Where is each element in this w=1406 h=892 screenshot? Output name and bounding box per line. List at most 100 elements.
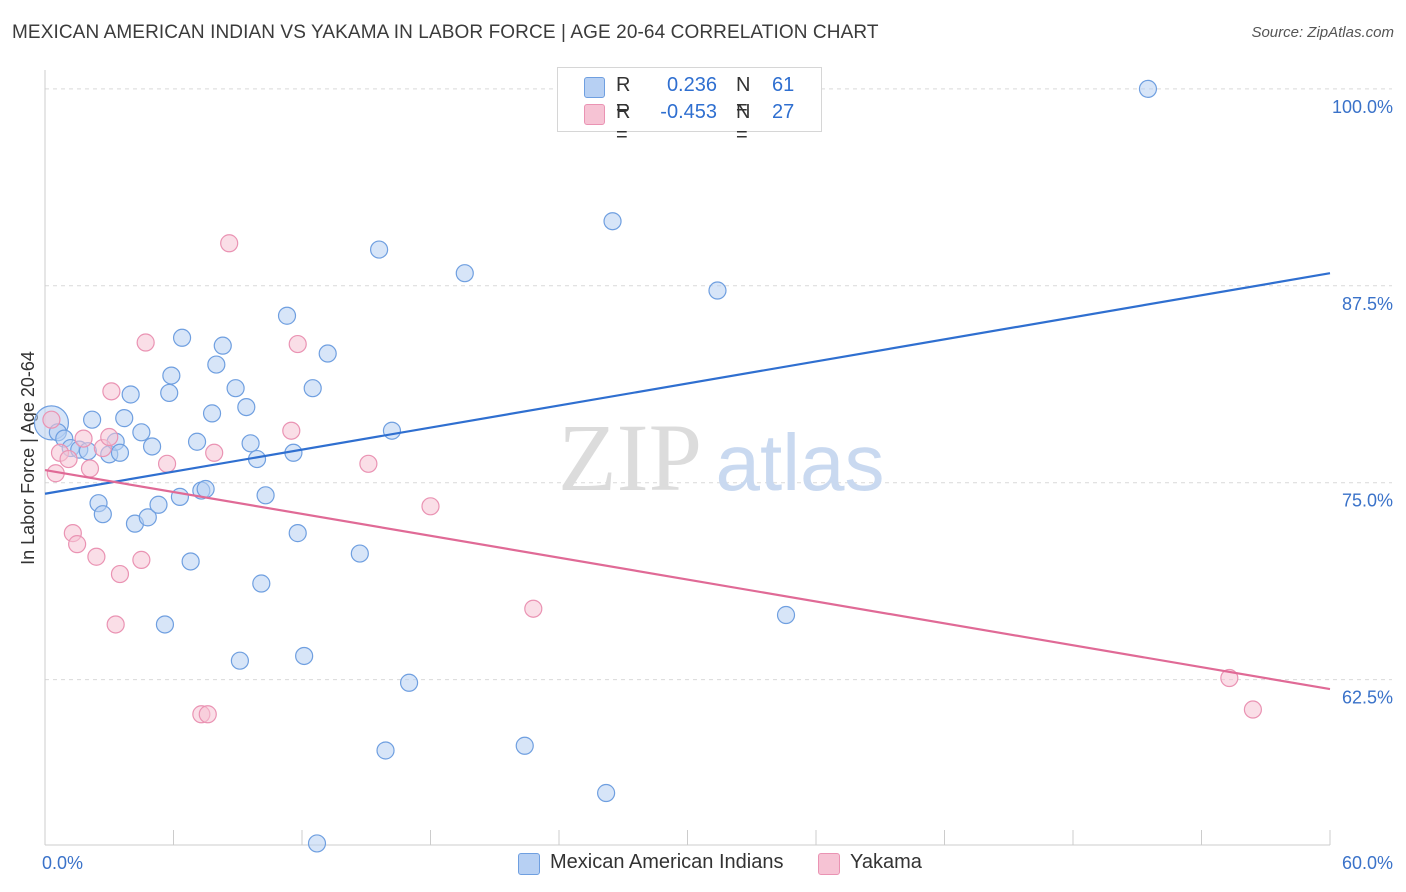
point-mexican-american-indians [181,552,200,571]
point-yakama [74,429,93,448]
point-mexican-american-indians [149,495,168,514]
point-yakama [132,550,151,569]
point-mexican-american-indians [252,574,271,593]
legend-swatch-pink [818,853,840,875]
legend-n-value: 27 [772,101,795,123]
point-mexican-american-indians [597,783,616,803]
point-yakama [87,547,106,566]
gridlines [45,88,1392,681]
point-mexican-american-indians [288,524,307,543]
point-mexican-american-indians [160,383,179,403]
point-mexican-american-indians [455,264,474,283]
point-yakama [288,334,307,354]
point-mexican-american-indians [277,306,297,325]
y-axis-label: In Labor Force | Age 20-64 [18,351,38,565]
point-mexican-american-indians [256,486,275,505]
point-mexican-american-indians [142,437,162,456]
point-mexican-american-indians [93,505,112,524]
point-mexican-american-indians [162,366,181,385]
point-yakama [157,454,177,473]
legend-swatch-pink [584,104,605,125]
point-mexican-american-indians [110,443,130,462]
source-label: Source: ZipAtlas.com [1251,24,1394,41]
point-yakama [1243,700,1263,719]
point-mexican-american-indians [132,423,151,442]
point-mexican-american-indians [350,544,369,563]
trend-line-yakama [44,469,1331,691]
point-mexican-american-indians [382,421,402,440]
point-yakama [421,497,440,516]
point-yakama [106,615,125,634]
point-mexican-american-indians [213,336,232,355]
legend-series-label: Mexican American Indians [550,851,784,873]
point-mexican-american-indians [1138,79,1158,99]
point-mexican-american-indians [237,397,256,417]
trend-lines [44,272,1331,691]
point-mexican-american-indians [303,379,322,398]
legend-n-label: N = [736,101,751,146]
legend-n-value: 61 [772,74,795,96]
legend-r-label: R = [616,74,631,119]
point-mexican-american-indians [307,834,327,853]
point-yakama [282,421,301,440]
point-mexican-american-indians [170,487,190,506]
legend-series-label: Yakama [850,851,922,873]
point-yakama [359,454,378,473]
legend-swatch-blue [518,853,540,875]
point-yakama [80,459,100,478]
point-yakama [100,427,119,447]
point-mexican-american-indians [172,328,192,347]
point-mexican-american-indians [399,673,419,692]
watermark-zip: ZIP [558,404,702,511]
point-mexican-american-indians [226,379,245,398]
legend-n-label: N = [736,74,751,119]
y-tick-label: 75.0% [1342,491,1393,511]
y-tick-labels: 62.5% 75.0% 87.5% 100.0% [1332,97,1393,708]
x-tick-labels: 0.0% 60.0% [42,853,1393,873]
point-yakama [198,705,217,724]
point-mexican-american-indians [241,434,260,453]
legend-r-value: -0.453 [660,101,717,123]
point-mexican-american-indians [83,410,102,429]
point-mexican-american-indians [138,508,157,527]
point-mexican-american-indians [187,432,207,451]
point-yakama [1220,668,1239,688]
point-mexican-american-indians [202,404,222,423]
point-mexican-american-indians [776,605,796,625]
watermark-atlas: atlas [716,418,885,507]
legend-r-label: R = [616,101,631,146]
point-mexican-american-indians [370,240,389,259]
point-mexican-american-indians [318,344,337,363]
point-mexican-american-indians [115,409,134,428]
legend-r-value: 0.236 [666,74,717,96]
chart-title: MEXICAN AMERICAN INDIAN VS YAKAMA IN LAB… [12,22,879,43]
y-tick-label: 100.0% [1332,97,1393,117]
point-mexican-american-indians [207,355,226,374]
y-tick-label: 62.5% [1342,688,1393,708]
point-mexican-american-indians [121,385,140,404]
point-yakama [102,382,121,401]
point-mexican-american-indians [515,736,534,755]
point-mexican-american-indians [603,212,622,231]
point-yakama [42,410,61,429]
data-points [33,79,1263,853]
watermark: ZIP atlas [558,404,884,511]
point-mexican-american-indians [196,479,215,499]
point-mexican-american-indians [230,651,249,670]
x-tick-label: 60.0% [1342,853,1393,873]
point-yakama [68,535,87,554]
legend-swatch-blue [584,77,605,98]
point-mexican-american-indians [708,281,727,300]
axes [44,70,1331,846]
y-tick-label: 87.5% [1342,294,1393,314]
point-mexican-american-indians [295,646,314,666]
point-yakama [136,333,155,352]
point-yakama [220,234,239,253]
point-yakama [524,599,543,618]
point-yakama [205,443,224,462]
point-mexican-american-indians [155,615,175,634]
point-yakama [59,449,78,469]
trend-line-mexican-american-indians [44,272,1331,495]
stats-legend: R = 0.236 N = 61 R = -0.453 N = 27 [557,67,822,146]
